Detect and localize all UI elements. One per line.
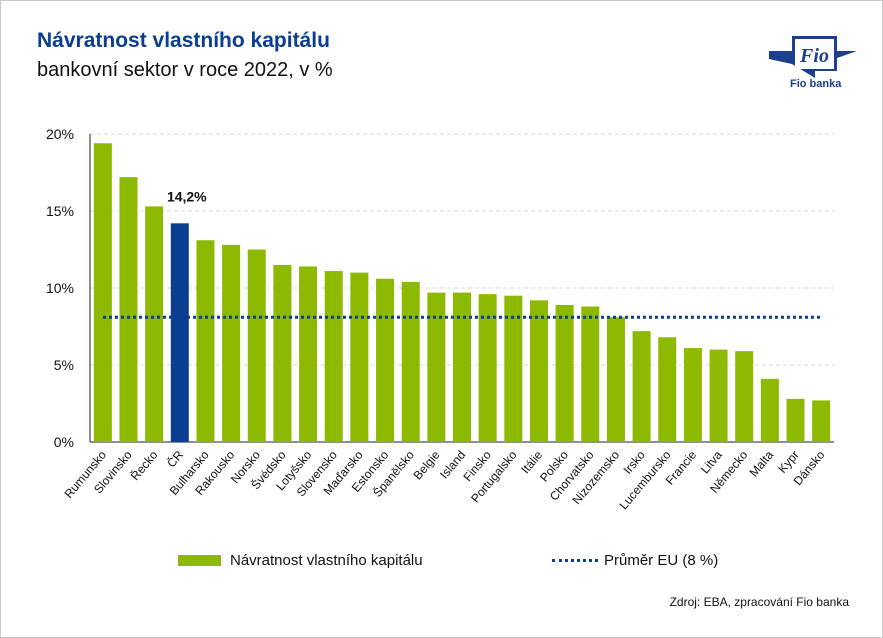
bar: [709, 349, 728, 442]
y-tick-label: 0%: [54, 434, 74, 450]
bar: [324, 271, 343, 442]
bar: [145, 206, 164, 442]
bar: [247, 249, 266, 442]
bar: [376, 278, 395, 442]
bar: [401, 281, 420, 442]
x-tick-label: Belgie: [410, 448, 442, 483]
bar: [222, 244, 241, 442]
y-tick-label: 15%: [46, 203, 74, 219]
bar: [581, 306, 600, 442]
bar: [196, 240, 215, 442]
bar: [427, 292, 446, 442]
bar: [606, 317, 625, 442]
legend-average-swatch: [552, 559, 598, 562]
logo-name: Fio banka: [790, 78, 842, 90]
bar: [786, 398, 805, 442]
bar: [478, 294, 497, 442]
bar: [453, 292, 471, 442]
y-tick-label: 5%: [54, 357, 74, 373]
x-tick-label: Malta: [747, 448, 777, 480]
bar: [529, 300, 548, 442]
bar: [812, 400, 831, 442]
y-tick-label: 20%: [46, 126, 74, 142]
chart-title: Návratnost vlastního kapitálu: [37, 29, 330, 52]
bar: [119, 177, 138, 442]
fio-logo: Fio: [769, 36, 857, 78]
bar: [658, 337, 677, 442]
bar: [760, 378, 779, 442]
bar: [683, 348, 702, 442]
bar: [632, 331, 651, 442]
highlight-data-label: 14,2%: [167, 188, 207, 204]
bar: [273, 264, 292, 442]
x-tick-label: Řecko: [127, 447, 161, 483]
bar: [735, 351, 754, 442]
bar: [299, 266, 318, 442]
bar: [504, 295, 523, 442]
y-tick-label: 10%: [46, 280, 74, 296]
bar: [555, 304, 574, 442]
logo-mark-text: Fio: [799, 45, 829, 67]
legend-bar-swatch: [178, 555, 221, 566]
chart-subtitle: bankovní sektor v roce 2022, v %: [37, 59, 333, 81]
legend-bar-label: Návratnost vlastního kapitálu: [230, 552, 423, 569]
bar: [350, 272, 369, 442]
x-tick-label: ČR: [163, 447, 186, 470]
bar-highlight: [170, 223, 189, 442]
legend-average-label: Průměr EU (8 %): [604, 552, 719, 569]
bar: [93, 143, 112, 443]
source-note: Zdroj: EBA, zpracování Fio banka: [669, 595, 849, 609]
